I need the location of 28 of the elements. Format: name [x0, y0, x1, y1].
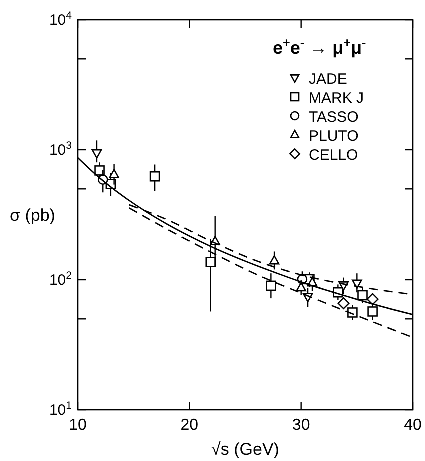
- y-axis-title: σ (pb): [10, 206, 56, 225]
- x-tick-label: 40: [404, 417, 422, 434]
- point: [94, 166, 105, 176]
- point: [206, 257, 216, 268]
- point: [266, 280, 276, 292]
- y-tick-label: 10$^{3}$: [49, 140, 72, 159]
- legend-label: JADE: [309, 71, 348, 88]
- point: [296, 282, 306, 292]
- point: [368, 306, 378, 317]
- point: [92, 149, 102, 159]
- legend-title: e$^{+}$e$^{-}$ → μ$^{+}$μ$^{-}$: [273, 36, 366, 58]
- point: [338, 297, 350, 310]
- point: [352, 280, 362, 290]
- legend-label: CELLO: [309, 147, 358, 164]
- x-tick-label: 30: [292, 417, 310, 434]
- point: [109, 169, 120, 179]
- x-tick-label: 20: [180, 417, 199, 434]
- point: [269, 255, 280, 265]
- y-tick-label: 10$^{1}$: [49, 400, 72, 419]
- y-tick-label: 10$^{2}$: [49, 270, 72, 289]
- legend-label: TASSO: [309, 109, 359, 126]
- x-axis-title: √s (GeV): [212, 440, 280, 459]
- x-tick-label: 10: [69, 417, 87, 434]
- point: [358, 290, 368, 301]
- point: [150, 171, 160, 182]
- legend-label: PLUTO: [309, 128, 359, 145]
- y-tick-label: 10$^{4}$: [49, 10, 72, 29]
- legend-label: MARK J: [309, 90, 364, 107]
